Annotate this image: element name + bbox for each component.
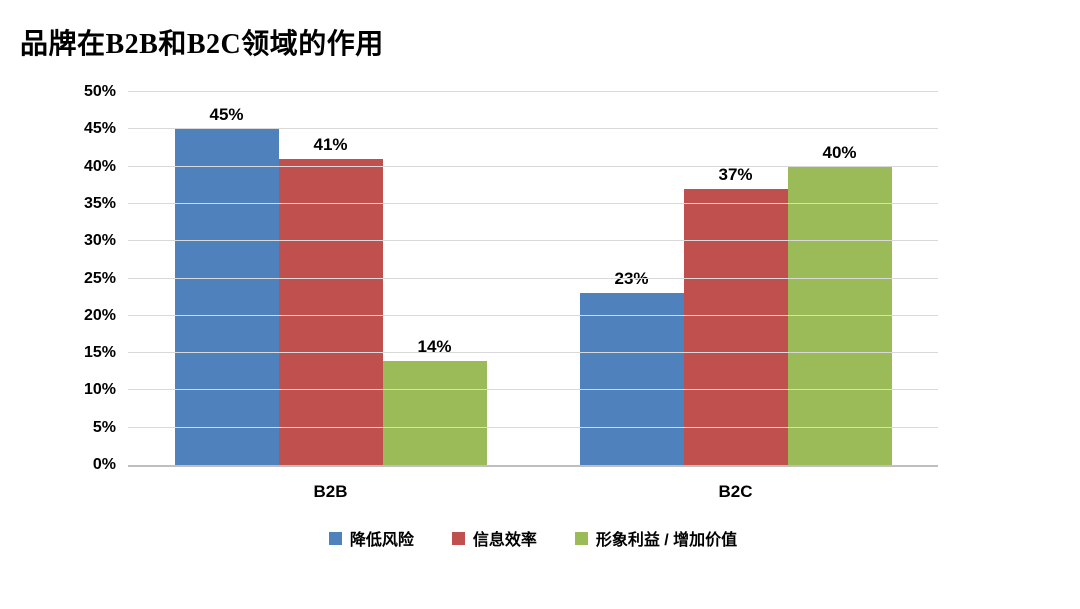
bars-row: 45% 41% 14% 23% 37% 40% — [128, 92, 938, 465]
bar — [683, 188, 788, 465]
y-axis-tick-label: 40% — [83, 157, 116, 175]
chart-legend: 降低风险 信息效率 形象利益 / 增加价值 — [128, 526, 938, 550]
gridline — [128, 91, 938, 92]
bar — [382, 360, 487, 465]
gridline — [128, 389, 938, 391]
bar-col-b2b-series-0: 45% — [174, 92, 279, 465]
bar-data-label: 23% — [614, 269, 649, 289]
bar-group-b2c: 23% 37% 40% — [533, 92, 938, 465]
bar-data-label: 14% — [417, 336, 452, 356]
x-axis-label-b2b: B2B — [313, 482, 348, 501]
gridline — [128, 352, 938, 354]
y-axis-tick-label: 45% — [83, 120, 116, 138]
y-axis: 0% 5% 10% 15% 20% 25% 30% 35% 40% 45% 50% — [60, 84, 128, 473]
y-axis-tick-label: 10% — [83, 381, 116, 399]
gridline — [128, 202, 938, 204]
plot-area: 45% 41% 14% 23% 37% 40% — [128, 91, 938, 467]
legend-swatch-icon — [451, 531, 465, 545]
legend-label: 降低风险 — [349, 532, 414, 549]
bar-data-label: 40% — [822, 142, 857, 162]
gridline — [128, 314, 938, 316]
bar-data-label: 45% — [209, 105, 244, 125]
legend-label: 信息效率 — [472, 532, 537, 549]
legend-item-1: 信息效率 — [451, 526, 537, 550]
gridline — [128, 240, 938, 242]
legend-swatch-icon — [574, 531, 588, 545]
plot-row: 0% 5% 10% 15% 20% 25% 30% 35% 40% 45% 50% 45% 41% 14… — [60, 84, 938, 473]
gridline — [128, 128, 938, 130]
bar-col-b2c-series-1: 37% — [683, 92, 788, 465]
gridline — [128, 165, 938, 167]
bar-col-b2b-series-2: 14% — [382, 92, 487, 465]
y-axis-tick-label: 35% — [83, 194, 116, 212]
y-axis-tick-label: 20% — [83, 306, 116, 324]
y-axis-tick-label: 30% — [83, 232, 116, 250]
legend-item-2: 形象利益 / 增加价值 — [574, 526, 738, 550]
bar-col-b2c-series-2: 40% — [787, 92, 892, 465]
gridline — [128, 277, 938, 279]
bar — [579, 293, 684, 465]
y-axis-tick-label: 15% — [83, 344, 116, 362]
y-axis-tick-label: 50% — [83, 83, 116, 100]
legend-swatch-icon — [328, 531, 342, 545]
bar-chart: 0% 5% 10% 15% 20% 25% 30% 35% 40% 45% 50% 45% 41% 14… — [60, 84, 938, 550]
gridline — [128, 426, 938, 428]
y-axis-tick-label: 5% — [92, 418, 116, 436]
bar-data-label: 37% — [718, 164, 753, 184]
x-axis-category-labels: B2B B2C — [128, 467, 938, 502]
bar-data-label: 41% — [313, 135, 348, 155]
bar-group-b2b: 45% 41% 14% — [128, 92, 533, 465]
y-axis-tick-label: 25% — [83, 269, 116, 287]
bar — [174, 129, 279, 465]
chart-title: 品牌在B2B和B2C领域的作用 — [20, 29, 384, 60]
bar-col-b2b-series-1: 41% — [278, 92, 383, 465]
legend-label: 形象利益 / 增加价值 — [595, 532, 738, 549]
y-axis-tick-label: 0% — [92, 456, 116, 473]
legend-item-0: 降低风险 — [328, 526, 414, 550]
bar-col-b2c-series-0: 23% — [579, 92, 684, 465]
bar — [278, 159, 383, 465]
x-axis-label-b2c: B2C — [718, 482, 753, 501]
